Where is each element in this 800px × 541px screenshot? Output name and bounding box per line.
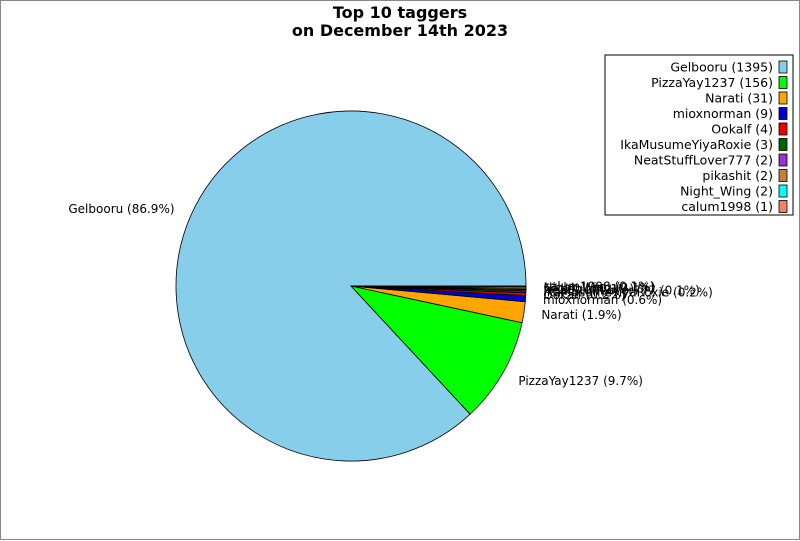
legend-swatch-pizzayay1237: [778, 76, 788, 89]
legend-box: [604, 54, 794, 216]
legend-swatch-ikamusumeyiyaroxie: [778, 138, 788, 151]
legend-swatch-narati: [778, 91, 788, 105]
slice-label-ookalf: Ookalf (0.2%): [543, 288, 625, 302]
slice-label-mioxnorman: mioxnorman (0.6%): [543, 293, 662, 307]
legend-swatch-gelbooru: [778, 60, 788, 74]
slice-label-night-wing: Night_Wing (0.1%): [543, 281, 655, 295]
pie-slice-pizzayay1237: [349, 285, 523, 415]
slice-label-pizzayay1237: PizzaYay1237 (9.7%): [518, 374, 643, 388]
legend-swatch-ookalf: [778, 122, 788, 136]
legend-swatch-pikashit: [778, 169, 788, 182]
slice-label-ikamusumeyiyaroxie: IkaMusumeYiyaRoxie (0.2%): [543, 285, 712, 299]
slice-label-pikashit: pikashit (0.1%): [543, 282, 634, 296]
chart-title-line-1: Top 10 taggers: [333, 3, 467, 22]
legend-entry-ikamusumeyiyaroxie: IkaMusumeYiyaRoxie (3): [620, 137, 773, 152]
legend-entry-mioxnorman: mioxnorman (9): [673, 106, 773, 121]
legend-entry-gelbooru: Gelbooru (1395): [670, 60, 773, 75]
legend-swatch-neatstufflover777: [778, 153, 788, 167]
legend-swatch-night-wing: [778, 184, 788, 198]
slice-label-gelbooru: Gelbooru (86.9%): [68, 202, 174, 216]
legend-entry-neatstufflover777: NeatStuffLover777 (2): [634, 153, 773, 168]
chart-title-line-2: on December 14th 2023: [292, 21, 508, 40]
pie-slice-calum1998: [350, 285, 527, 288]
legend-swatch-calum1998: [778, 200, 788, 213]
legend-entry-narati: Narati (31): [705, 91, 773, 106]
slice-label-calum1998: calum1998 (0.1%): [543, 279, 654, 293]
legend-swatch-mioxnorman: [778, 107, 788, 120]
slice-label-neatstufflover777: NeatStuffLover777 (0.1%): [543, 284, 699, 298]
legend-entry-pizzayay1237: PizzaYay1237 (156): [651, 75, 773, 90]
legend-entry-pikashit: pikashit (2): [702, 168, 773, 183]
slice-label-narati: Narati (1.9%): [541, 308, 621, 322]
legend: Gelbooru (1395)PizzaYay1237 (156)Narati …: [604, 54, 794, 216]
pie-slices: [175, 110, 527, 462]
legend-entry-calum1998: calum1998 (1): [681, 199, 773, 214]
legend-entry-ookalf: Ookalf (4): [711, 122, 773, 137]
legend-entry-night-wing: Night_Wing (2): [680, 184, 773, 199]
slice-labels: Gelbooru (86.9%) PizzaYay1237 (9.7%) Narat…: [68, 202, 712, 388]
